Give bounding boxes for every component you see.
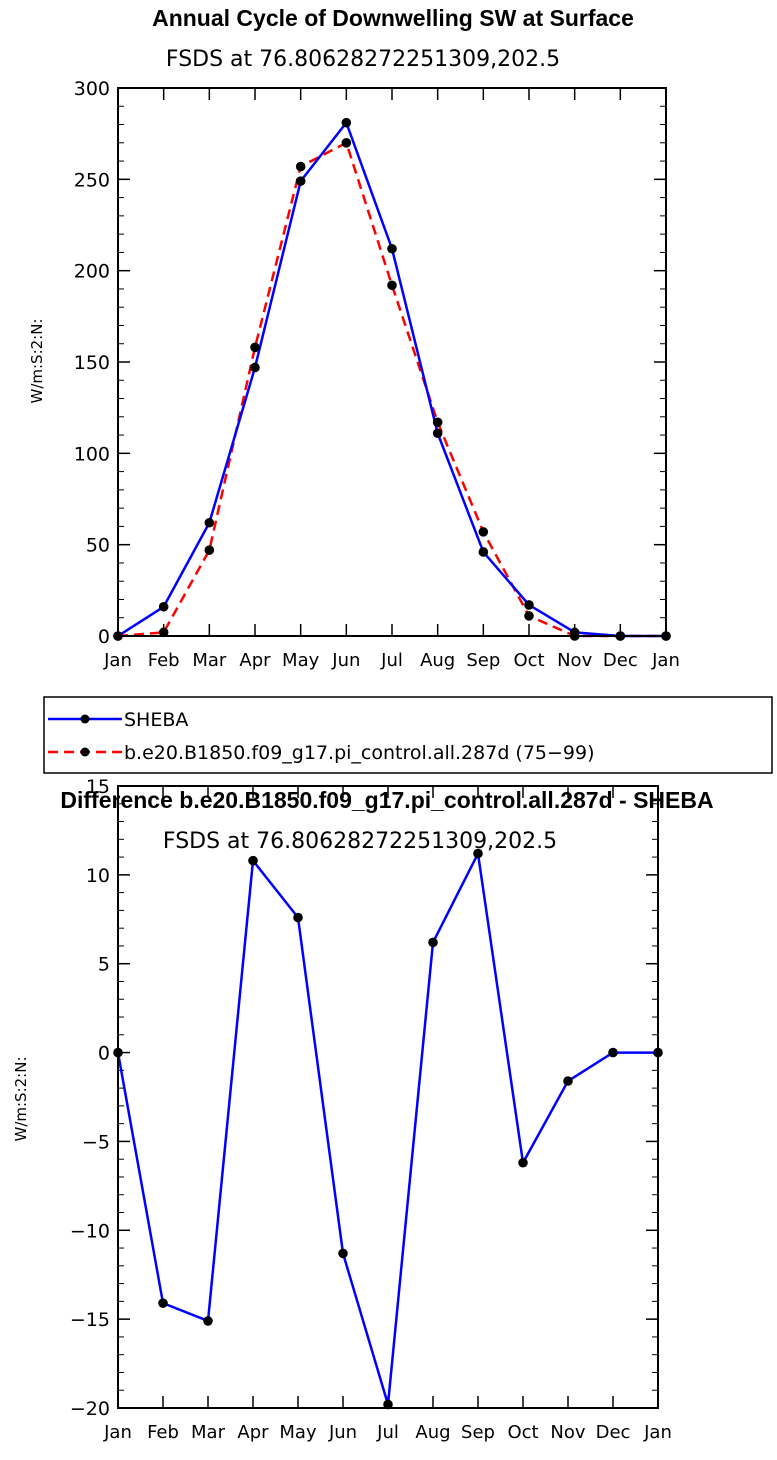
series-0-point [250,362,260,373]
legend-model-marker [80,747,90,757]
chart2-y-tick-labels: −20 −15 −10 −5 0 5 10 15 [70,776,110,1420]
difference-chart: Difference b.e20.B1850.f09_g17.pi_contro… [12,776,714,1443]
series-line-0 [117,121,666,638]
x-tick-label: Oct [507,1422,538,1443]
series-line-1 [117,141,666,638]
series-0-point [563,1076,573,1086]
x-tick-label: Dec [603,650,638,671]
annual-cycle-chart: Annual Cycle of Downwelling SW at Surfac… [28,5,680,671]
series-0-point [341,117,352,128]
x-tick-label: Jan [643,1422,672,1443]
series-0-point [473,848,483,859]
series-1-point [341,138,352,148]
chart2-x-tick-labels: Jan Feb Mar Apr May Jun Jul Aug Sep Oct Nov Dec Jan [103,1422,672,1443]
series-1-point [250,342,260,353]
series-0-point [524,600,534,610]
x-tick-label: Jan [651,650,680,671]
y-tick-label: −10 [70,1220,110,1242]
series-0-point [518,1157,528,1168]
chart2-plot-frame [117,785,659,1409]
series-0-point [248,855,258,866]
chart1-series [113,117,671,641]
series-1-point [432,417,443,428]
chart2-y-axis-label: W/m:S:2:N: [12,1057,30,1142]
y-tick-label: 250 [74,169,110,191]
x-tick-label: Nov [557,650,592,671]
series-0-point [158,601,169,612]
x-tick-label: Jun [331,650,360,671]
x-tick-label: Apr [239,650,271,671]
series-1-point [295,161,306,172]
series-0-point [158,1298,168,1308]
x-tick-label: Aug [420,650,455,671]
legend: SHEBA b.e20.B1850.f09_g17.pi_control.all… [43,696,773,774]
series-0-point [203,1316,213,1326]
series-1-point [387,280,397,291]
series-1-point [158,627,169,638]
series-0-point [293,912,303,923]
legend-sheba-marker [80,714,90,724]
x-tick-label: Nov [550,1422,585,1443]
chart1-title: Annual Cycle of Downwelling SW at Surfac… [152,5,634,31]
y-tick-label: −15 [70,1309,110,1331]
chart1-ticks [117,87,667,637]
y-tick-label: −20 [70,1398,110,1420]
series-0-point [383,1399,393,1410]
chart1-y-tick-labels: 0 50 100 150 200 250 300 [74,78,110,648]
series-line-0 [116,852,658,1406]
chart2-ticks [117,785,659,1409]
series-0-point [428,937,438,948]
x-tick-label: Jan [103,1422,132,1443]
legend-sheba-label: SHEBA [124,709,188,731]
x-tick-label: Oct [513,650,544,671]
y-tick-label: 0 [98,1043,110,1065]
x-tick-label: Aug [415,1422,450,1443]
series-0-point [432,428,443,439]
y-tick-label: 15 [86,776,110,798]
chart2-series [113,848,663,1410]
series-0-point [295,176,306,186]
x-tick-label: May [282,650,320,671]
chart2-title: Difference b.e20.B1850.f09_g17.pi_contro… [60,787,713,813]
y-tick-label: 0 [98,626,110,648]
x-tick-label: Dec [596,1422,631,1443]
y-tick-label: 200 [74,261,110,283]
x-tick-label: Sep [466,650,500,671]
series-0-point [608,1047,618,1058]
series-0-point [338,1248,348,1259]
x-tick-label: Jul [380,650,403,671]
series-1-point [204,545,215,555]
series-1-point [478,527,489,537]
y-tick-label: 300 [74,78,110,100]
chart1-subtitle: FSDS at 76.80628272251309,202.5 [166,47,560,72]
y-tick-label: −5 [82,1131,110,1153]
x-tick-label: Jan [103,650,132,671]
x-tick-label: Mar [192,650,227,671]
x-tick-label: May [279,1422,317,1443]
series-0-point [204,517,215,528]
x-tick-label: Feb [148,650,180,671]
legend-model-label: b.e20.B1850.f09_g17.pi_control.all.287d … [124,742,595,764]
series-0-point [478,547,489,557]
chart1-y-axis-label: W/m:S:2:N: [28,319,46,404]
legend-box [43,696,773,774]
y-tick-label: 150 [74,352,110,374]
x-tick-label: Jul [376,1422,399,1443]
series-0-point [387,243,397,254]
chart2-subtitle: FSDS at 76.80628272251309,202.5 [163,829,557,854]
x-tick-label: Feb [147,1422,179,1443]
y-tick-label: 5 [98,954,110,976]
y-tick-label: 100 [74,443,110,465]
y-tick-label: 50 [86,535,110,557]
x-tick-label: Jun [328,1422,357,1443]
x-tick-label: Sep [461,1422,495,1443]
chart1-plot-frame [117,87,667,637]
series-1-point [524,611,534,621]
x-tick-label: Mar [191,1422,226,1443]
chart1-x-tick-labels: Jan Feb Mar Apr May Jun Jul Aug Sep Oct Nov Dec Jan [103,650,680,671]
y-tick-label: 10 [86,865,110,887]
x-tick-label: Apr [237,1422,269,1443]
